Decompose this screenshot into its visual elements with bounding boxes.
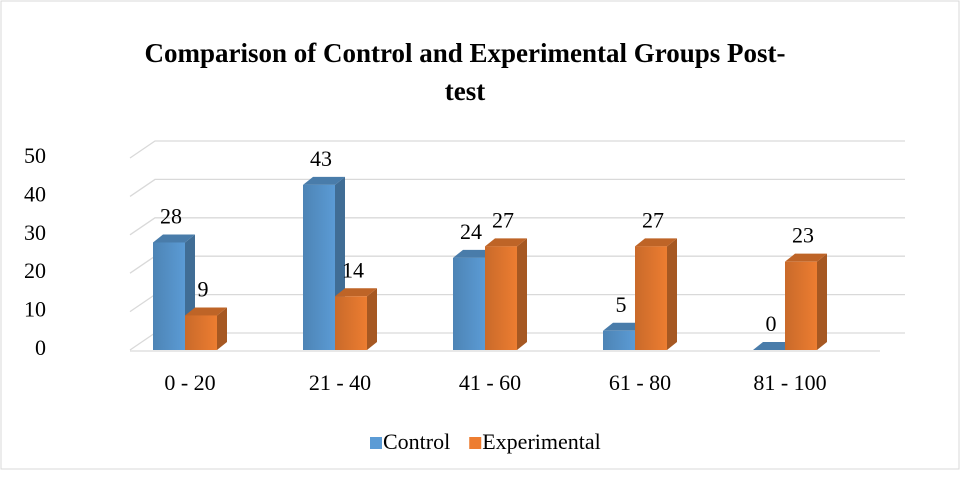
grid-line (129, 217, 905, 236)
bar-front (453, 257, 485, 350)
bar-side (217, 307, 227, 350)
x-tick-label: 0 - 20 (164, 370, 215, 395)
data-label: 9 (198, 276, 209, 301)
bar (753, 342, 795, 350)
legend-label: Control (383, 429, 450, 454)
grid-line (129, 178, 905, 197)
bar (635, 238, 677, 350)
x-tick-label: 81 - 100 (753, 370, 826, 395)
bar-front (485, 246, 517, 350)
bar (185, 307, 227, 350)
y-tick-label: 50 (24, 143, 46, 168)
bar-top (303, 176, 345, 185)
bar-side (367, 288, 377, 350)
x-tick-label: 61 - 80 (609, 370, 671, 395)
y-tick-label: 20 (24, 258, 46, 283)
bar (335, 288, 377, 350)
bar-top (153, 234, 195, 243)
y-tick-label: 10 (24, 297, 46, 322)
bar-front (635, 246, 667, 350)
data-label: 5 (616, 292, 627, 317)
chart-title: Comparison of Control and Experimental G… (144, 38, 786, 106)
bar-side (817, 253, 827, 350)
data-label: 23 (792, 223, 814, 248)
legend-swatch (370, 437, 382, 449)
x-tick-label: 21 - 40 (309, 370, 371, 395)
data-label: 27 (492, 207, 514, 232)
data-label: 27 (642, 207, 664, 232)
bar-front (785, 261, 817, 350)
bar-top (185, 307, 227, 316)
data-label: 43 (310, 146, 332, 171)
x-tick-label: 41 - 60 (459, 370, 521, 395)
bar-top (335, 288, 377, 297)
legend-swatch (469, 437, 482, 449)
bar-top (635, 238, 677, 247)
bar-top (485, 238, 527, 247)
bar-front (303, 184, 335, 350)
bar-side (667, 238, 677, 350)
data-label: 24 (460, 219, 482, 244)
y-tick-label: 30 (24, 220, 46, 245)
bar-top (603, 322, 645, 331)
bar (303, 176, 345, 350)
bar-top (753, 342, 795, 350)
y-tick-label: 0 (35, 335, 46, 360)
bar-front (185, 315, 217, 350)
bar (785, 253, 827, 350)
bar-top (453, 249, 495, 258)
bar-front (335, 296, 367, 350)
grid-line (129, 140, 905, 159)
legend-label: Experimental (482, 429, 601, 454)
bar-top (785, 253, 827, 262)
data-label: 14 (342, 257, 364, 282)
data-label: 0 (766, 311, 777, 336)
bar (485, 238, 527, 350)
bar-front (603, 330, 635, 350)
bar-side (517, 238, 527, 350)
chart-border (0, 0, 960, 470)
data-label: 28 (160, 204, 182, 229)
y-tick-label: 40 (24, 181, 46, 206)
bar-front (153, 242, 185, 350)
